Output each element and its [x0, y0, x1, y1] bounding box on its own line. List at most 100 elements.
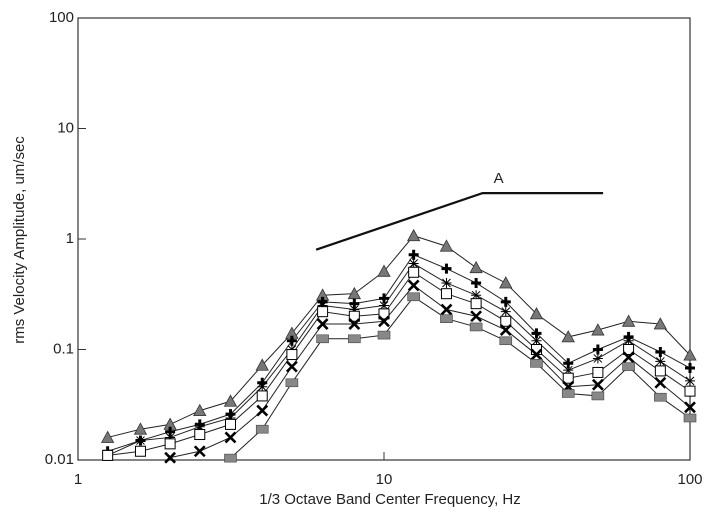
- marker: [469, 260, 483, 274]
- annotation-label: A: [494, 170, 504, 187]
- y-tick-label: 1: [66, 230, 74, 247]
- marker: [653, 317, 668, 330]
- marker: [655, 346, 666, 357]
- marker: [441, 277, 452, 288]
- marker: [530, 348, 543, 361]
- marker: [683, 413, 697, 423]
- x-tick-label: 100: [677, 471, 702, 488]
- marker: [621, 314, 636, 327]
- y-tick-label: 10: [57, 119, 74, 136]
- marker: [256, 404, 269, 417]
- y-axis-label: rms Velocity Amplitude, um/sec: [11, 136, 28, 344]
- marker: [592, 366, 604, 378]
- series-line: [230, 296, 691, 459]
- marker: [100, 430, 115, 443]
- marker: [441, 263, 452, 274]
- marker: [655, 356, 666, 367]
- marker: [440, 303, 453, 316]
- marker: [223, 394, 238, 407]
- marker: [469, 322, 483, 332]
- marker: [654, 365, 666, 377]
- marker: [224, 418, 236, 430]
- series-line: [107, 254, 691, 452]
- marker: [623, 344, 635, 355]
- marker: [134, 445, 146, 457]
- marker: [377, 330, 391, 340]
- marker: [592, 344, 603, 355]
- marker: [224, 453, 237, 463]
- marker: [440, 314, 453, 323]
- marker: [685, 375, 695, 386]
- marker: [285, 360, 298, 373]
- marker: [286, 349, 298, 361]
- marker: [407, 292, 420, 302]
- marker: [684, 401, 696, 414]
- marker: [135, 435, 146, 446]
- marker: [685, 363, 695, 374]
- marker: [194, 429, 206, 441]
- marker: [622, 351, 635, 364]
- marker: [623, 335, 634, 346]
- marker: [408, 249, 419, 260]
- series-line: [170, 284, 691, 459]
- marker: [348, 318, 361, 330]
- marker: [347, 286, 362, 300]
- marker: [439, 239, 454, 252]
- marker: [471, 277, 482, 288]
- marker: [499, 276, 513, 289]
- marker: [256, 390, 268, 402]
- marker: [348, 334, 361, 344]
- marker: [531, 335, 542, 346]
- marker: [286, 335, 297, 346]
- marker: [471, 290, 482, 301]
- marker: [561, 389, 575, 398]
- marker: [592, 353, 603, 364]
- y-tick-label: 0.1: [53, 340, 74, 357]
- marker: [255, 424, 269, 434]
- marker: [224, 431, 237, 444]
- x-axis-label: 1/3 Octave Band Center Frequency, Hz: [259, 491, 521, 508]
- marker: [349, 304, 360, 315]
- marker: [500, 296, 511, 307]
- marker: [563, 365, 574, 376]
- x-tick-label: 10: [376, 471, 393, 488]
- marker: [165, 432, 176, 443]
- y-tick-label: 100: [49, 9, 74, 26]
- marker: [591, 378, 604, 391]
- marker: [500, 315, 512, 327]
- marker: [500, 306, 511, 317]
- marker: [193, 403, 207, 416]
- marker: [499, 324, 512, 336]
- marker: [684, 385, 696, 397]
- marker: [133, 422, 148, 435]
- marker: [408, 258, 419, 269]
- marker: [316, 334, 329, 344]
- marker: [194, 421, 205, 432]
- marker: [470, 298, 482, 310]
- marker: [654, 376, 667, 389]
- marker: [257, 381, 268, 392]
- marker: [683, 348, 697, 361]
- marker: [408, 266, 420, 278]
- marker: [406, 228, 421, 242]
- series-line: [107, 262, 691, 456]
- marker: [378, 315, 390, 328]
- marker: [440, 288, 452, 300]
- marker: [317, 306, 329, 318]
- marker: [622, 362, 635, 371]
- marker: [591, 391, 605, 401]
- marker: [561, 330, 575, 343]
- marker: [316, 318, 329, 330]
- marker: [317, 300, 328, 311]
- marker: [499, 336, 513, 346]
- marker: [378, 308, 390, 320]
- marker: [193, 445, 206, 458]
- marker: [591, 323, 605, 336]
- marker: [562, 372, 574, 384]
- marker: [654, 392, 667, 402]
- x-tick-label: 1: [74, 471, 82, 488]
- marker: [164, 451, 177, 464]
- marker: [164, 438, 176, 450]
- marker: [530, 359, 543, 368]
